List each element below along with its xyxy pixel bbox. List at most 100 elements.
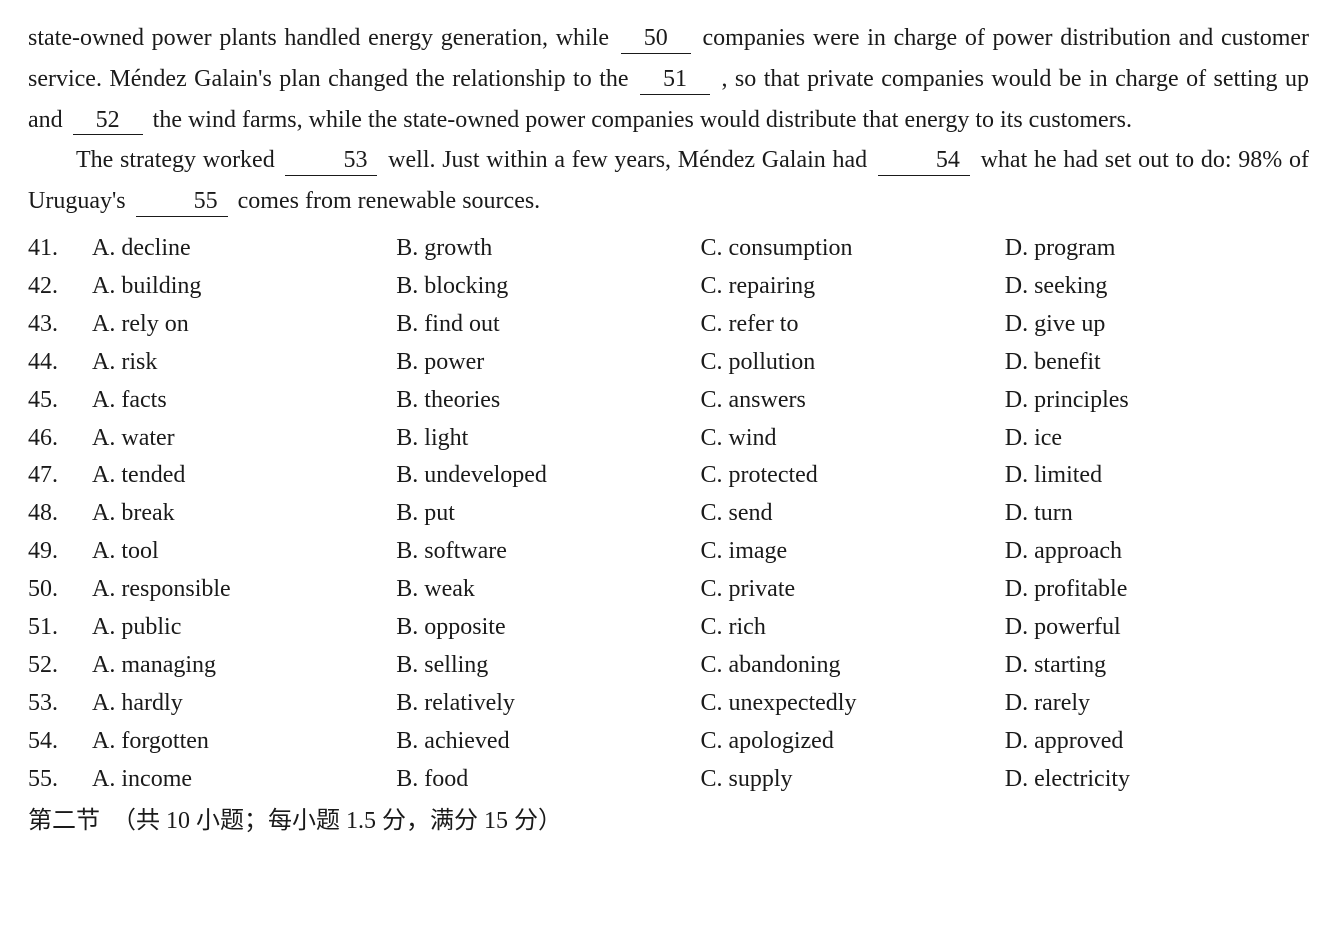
option-a[interactable]: A. hardly (92, 685, 396, 723)
passage-text: well. Just within a few years, Méndez Ga… (381, 147, 873, 173)
option-b[interactable]: B. power (396, 344, 700, 382)
option-a[interactable]: A. income (92, 761, 396, 799)
option-c[interactable]: C. repairing (701, 268, 1005, 306)
option-c[interactable]: C. rich (701, 609, 1005, 647)
option-d[interactable]: D. program (1005, 230, 1309, 268)
blank-50[interactable]: 50 (621, 24, 691, 54)
option-d[interactable]: D. approach (1005, 533, 1309, 571)
blank-54[interactable]: 54 (878, 146, 970, 176)
option-b[interactable]: B. achieved (396, 723, 700, 761)
question-number: 55. (28, 761, 92, 799)
question-number: 47. (28, 457, 92, 495)
question-row: 49. A. toolB. softwareC. imageD. approac… (28, 533, 1309, 571)
option-c[interactable]: C. supply (701, 761, 1005, 799)
option-c[interactable]: C. consumption (701, 230, 1005, 268)
blank-55[interactable]: 55 (136, 187, 228, 217)
option-c[interactable]: C. refer to (701, 306, 1005, 344)
question-row: 55. A. incomeB. foodC. supplyD. electric… (28, 761, 1309, 799)
question-row: 50. A. responsibleB. weakC. privateD. pr… (28, 571, 1309, 609)
option-a[interactable]: A. responsible (92, 571, 396, 609)
question-row: 53. A. hardlyB. relativelyC. unexpectedl… (28, 685, 1309, 723)
option-a[interactable]: A. forgotten (92, 723, 396, 761)
question-row: 41. A. declineB. growthC. consumptionD. … (28, 230, 1309, 268)
option-b[interactable]: B. opposite (396, 609, 700, 647)
option-a[interactable]: A. decline (92, 230, 396, 268)
option-b[interactable]: B. selling (396, 647, 700, 685)
option-a[interactable]: A. tool (92, 533, 396, 571)
option-a[interactable]: A. water (92, 420, 396, 458)
option-c[interactable]: C. send (701, 495, 1005, 533)
option-c[interactable]: C. apologized (701, 723, 1005, 761)
passage-text: comes from renewable sources. (232, 188, 541, 214)
question-number: 46. (28, 420, 92, 458)
option-b[interactable]: B. food (396, 761, 700, 799)
option-d[interactable]: D. ice (1005, 420, 1309, 458)
option-b[interactable]: B. put (396, 495, 700, 533)
option-b[interactable]: B. growth (396, 230, 700, 268)
question-row: 54. A. forgottenB. achievedC. apologized… (28, 723, 1309, 761)
question-number: 48. (28, 495, 92, 533)
section-footer: 第二节 （共 10 小题；每小题 1.5 分，满分 15 分） (28, 801, 1309, 842)
option-a[interactable]: A. facts (92, 382, 396, 420)
question-row: 51. A. publicB. oppositeC. richD. powerf… (28, 609, 1309, 647)
option-b[interactable]: B. find out (396, 306, 700, 344)
option-d[interactable]: D. seeking (1005, 268, 1309, 306)
question-number: 54. (28, 723, 92, 761)
option-c[interactable]: C. pollution (701, 344, 1005, 382)
option-d[interactable]: D. rarely (1005, 685, 1309, 723)
question-number: 44. (28, 344, 92, 382)
option-d[interactable]: D. approved (1005, 723, 1309, 761)
option-c[interactable]: C. answers (701, 382, 1005, 420)
option-a[interactable]: A. break (92, 495, 396, 533)
question-row: 44. A. riskB. powerC. pollutionD. benefi… (28, 344, 1309, 382)
option-d[interactable]: D. starting (1005, 647, 1309, 685)
option-b[interactable]: B. undeveloped (396, 457, 700, 495)
passage-text: The strategy worked (76, 147, 281, 173)
option-a[interactable]: A. tended (92, 457, 396, 495)
question-number: 45. (28, 382, 92, 420)
option-d[interactable]: D. powerful (1005, 609, 1309, 647)
question-number: 52. (28, 647, 92, 685)
passage-para-1: state-owned power plants handled energy … (28, 18, 1309, 140)
option-a[interactable]: A. public (92, 609, 396, 647)
option-d[interactable]: D. electricity (1005, 761, 1309, 799)
option-d[interactable]: D. give up (1005, 306, 1309, 344)
option-b[interactable]: B. weak (396, 571, 700, 609)
option-a[interactable]: A. risk (92, 344, 396, 382)
option-d[interactable]: D. profitable (1005, 571, 1309, 609)
question-row: 48. A. breakB. putC. sendD. turn (28, 495, 1309, 533)
question-row: 46. A. waterB. lightC. windD. ice (28, 420, 1309, 458)
question-number: 53. (28, 685, 92, 723)
question-number: 51. (28, 609, 92, 647)
option-c[interactable]: C. image (701, 533, 1005, 571)
option-c[interactable]: C. abandoning (701, 647, 1005, 685)
option-a[interactable]: A. rely on (92, 306, 396, 344)
option-b[interactable]: B. theories (396, 382, 700, 420)
option-d[interactable]: D. principles (1005, 382, 1309, 420)
option-d[interactable]: D. turn (1005, 495, 1309, 533)
question-row: 52. A. managingB. sellingC. abandoningD.… (28, 647, 1309, 685)
option-d[interactable]: D. benefit (1005, 344, 1309, 382)
passage-para-2: The strategy worked 53 well. Just within… (28, 140, 1309, 222)
question-row: 47. A. tendedB. undevelopedC. protectedD… (28, 457, 1309, 495)
option-b[interactable]: B. blocking (396, 268, 700, 306)
option-c[interactable]: C. protected (701, 457, 1005, 495)
question-row: 43. A. rely onB. find outC. refer toD. g… (28, 306, 1309, 344)
option-b[interactable]: B. relatively (396, 685, 700, 723)
option-c[interactable]: C. unexpectedly (701, 685, 1005, 723)
option-c[interactable]: C. wind (701, 420, 1005, 458)
option-a[interactable]: A. building (92, 268, 396, 306)
option-a[interactable]: A. managing (92, 647, 396, 685)
question-number: 49. (28, 533, 92, 571)
option-d[interactable]: D. limited (1005, 457, 1309, 495)
option-b[interactable]: B. software (396, 533, 700, 571)
question-number: 43. (28, 306, 92, 344)
blank-52[interactable]: 52 (73, 106, 143, 136)
passage-text: state-owned power plants handled energy … (28, 25, 617, 51)
question-number: 50. (28, 571, 92, 609)
option-c[interactable]: C. private (701, 571, 1005, 609)
blank-51[interactable]: 51 (640, 65, 710, 95)
option-b[interactable]: B. light (396, 420, 700, 458)
question-number: 42. (28, 268, 92, 306)
blank-53[interactable]: 53 (285, 146, 377, 176)
